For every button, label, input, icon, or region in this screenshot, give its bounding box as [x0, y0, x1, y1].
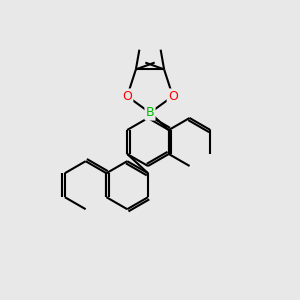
Text: O: O	[168, 90, 178, 103]
Text: O: O	[122, 90, 132, 103]
Text: B: B	[146, 106, 154, 119]
